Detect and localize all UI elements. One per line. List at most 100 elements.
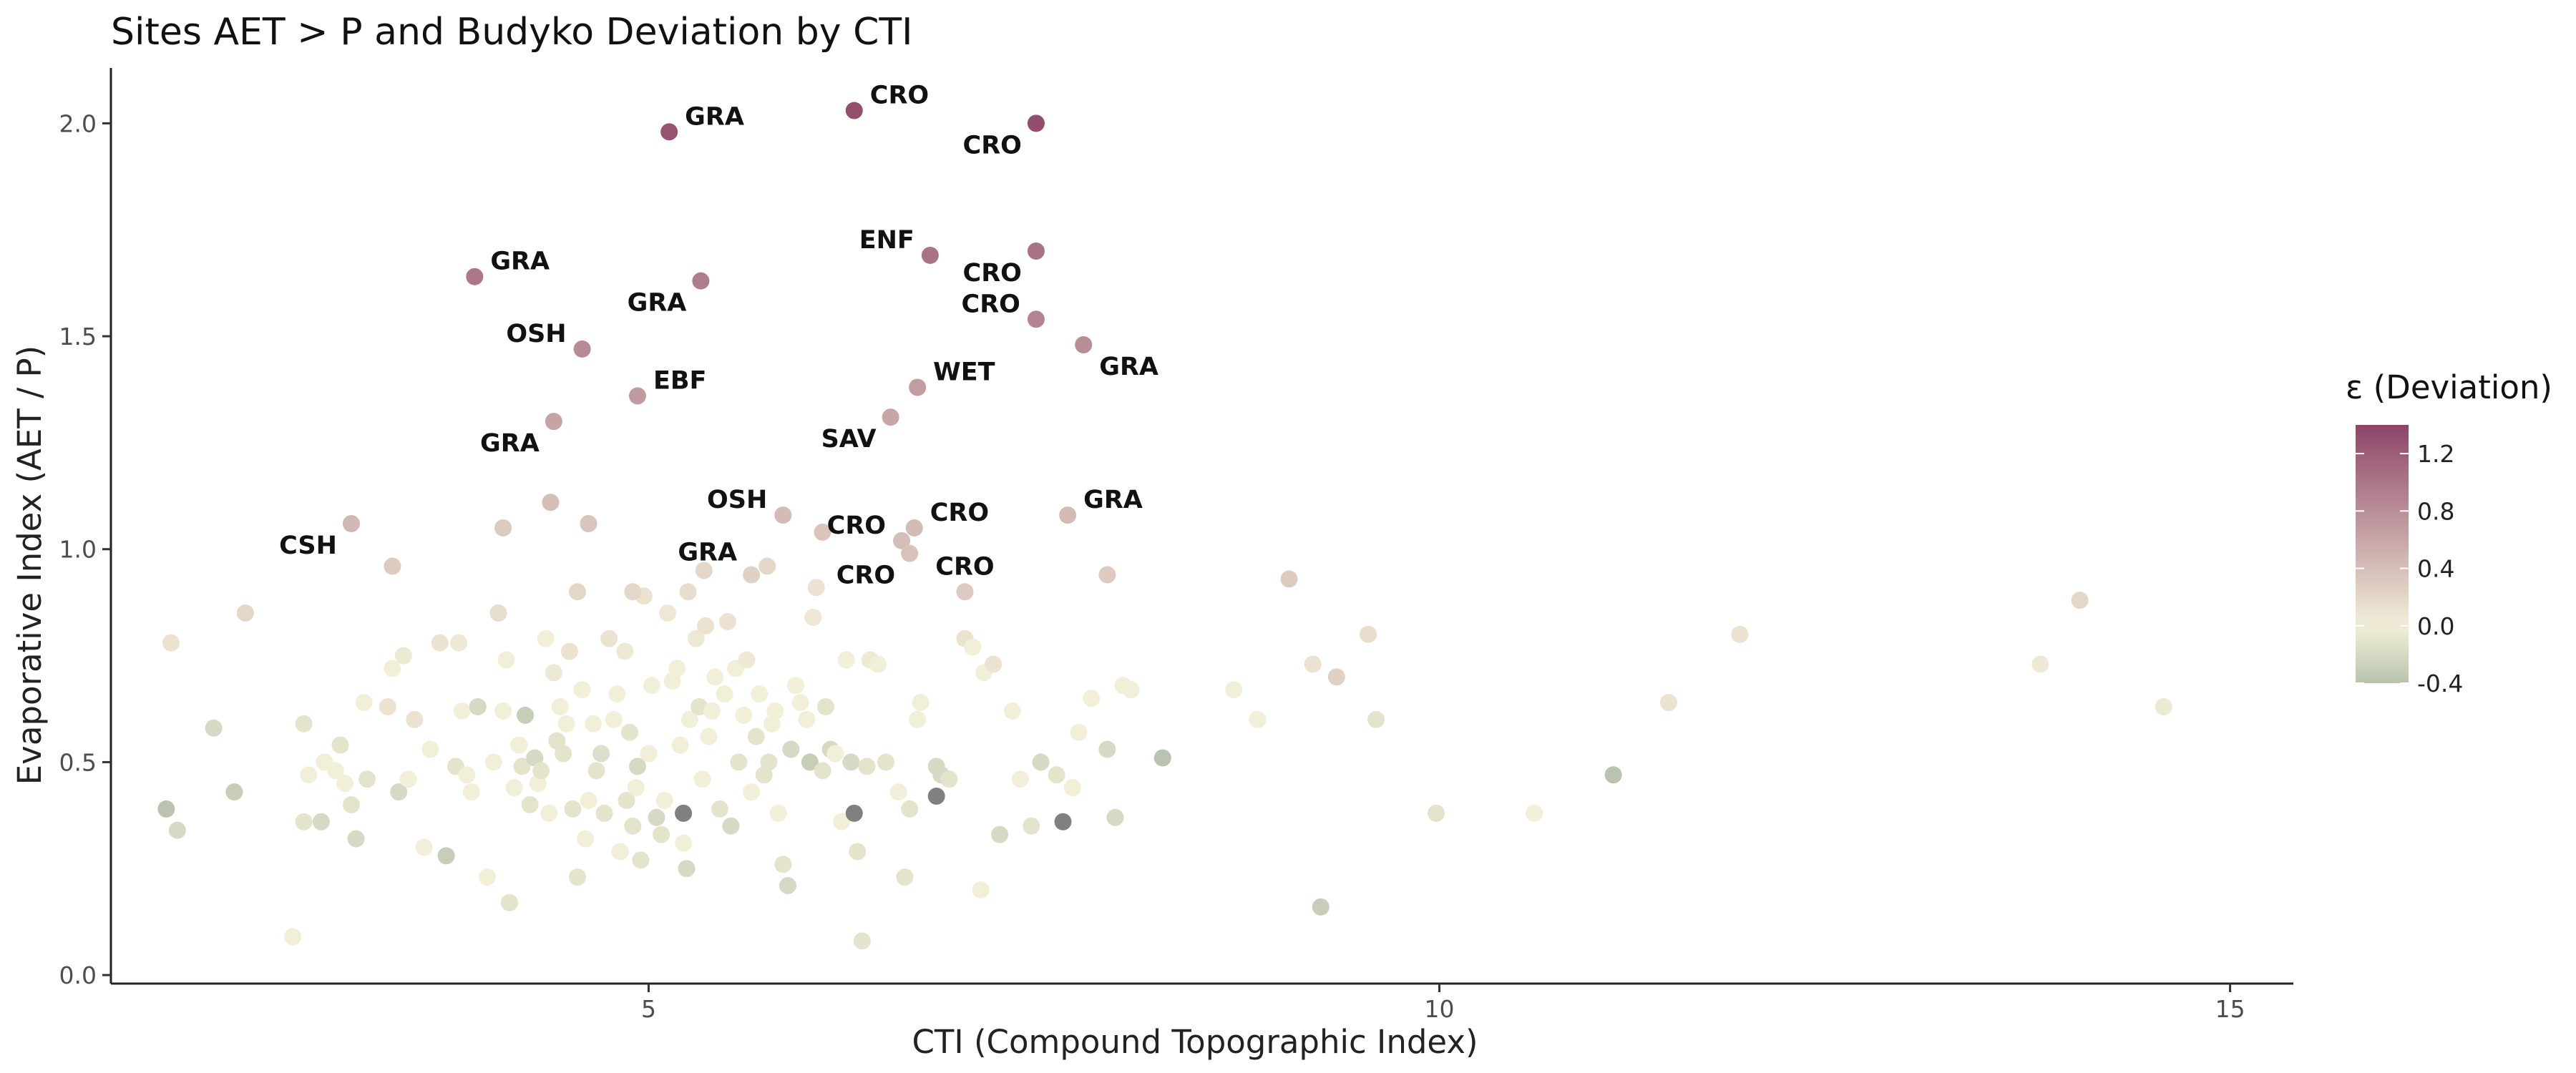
data-point xyxy=(295,715,313,733)
data-point xyxy=(557,715,575,733)
data-point xyxy=(675,834,693,852)
data-point xyxy=(510,736,528,754)
data-point xyxy=(687,629,705,647)
data-point xyxy=(786,677,804,695)
data-point xyxy=(532,762,550,780)
point-label: ENF xyxy=(859,226,914,255)
data-point xyxy=(540,804,558,822)
data-point xyxy=(760,753,778,771)
data-point xyxy=(580,515,597,533)
data-point xyxy=(766,702,784,720)
data-point xyxy=(611,843,629,861)
data-point xyxy=(399,770,417,788)
data-point xyxy=(1122,681,1140,699)
data-point xyxy=(1003,702,1021,720)
point-label: GRA xyxy=(480,429,540,458)
labeled-data-point xyxy=(1059,506,1077,524)
data-point xyxy=(462,783,480,801)
data-point xyxy=(162,634,180,652)
data-point xyxy=(804,609,822,626)
data-point xyxy=(312,813,330,831)
point-label: CRO xyxy=(870,82,929,110)
data-point xyxy=(616,642,634,660)
data-point xyxy=(1032,753,1050,771)
data-point xyxy=(1312,898,1330,916)
labeled-data-point xyxy=(573,340,591,358)
data-point xyxy=(680,710,698,728)
data-point xyxy=(300,766,318,784)
data-point xyxy=(703,702,721,720)
labeled-data-point xyxy=(905,519,923,536)
data-point xyxy=(620,723,638,741)
data-point xyxy=(548,732,566,750)
data-point xyxy=(379,698,396,716)
data-point xyxy=(896,868,914,886)
data-point xyxy=(869,655,887,673)
data-point xyxy=(526,749,544,767)
data-point xyxy=(517,706,535,724)
data-point-missing xyxy=(845,804,863,822)
data-point xyxy=(542,494,560,511)
data-point xyxy=(157,800,175,818)
data-point xyxy=(643,677,660,695)
data-point xyxy=(1367,710,1385,728)
data-point xyxy=(437,847,455,865)
point-label: GRA xyxy=(678,538,737,567)
labeled-data-point xyxy=(628,387,646,405)
data-point xyxy=(679,583,697,601)
legend-colorbar xyxy=(2356,425,2409,683)
data-point xyxy=(853,932,871,950)
data-point xyxy=(537,629,555,647)
data-point xyxy=(655,792,673,809)
point-label: GRA xyxy=(628,289,687,318)
data-point xyxy=(605,710,623,728)
data-point xyxy=(769,804,787,822)
data-point xyxy=(735,706,753,724)
data-point xyxy=(807,579,825,597)
data-point xyxy=(743,783,761,801)
labeled-data-point xyxy=(545,413,562,431)
data-point xyxy=(1106,808,1124,826)
data-point xyxy=(1083,690,1101,707)
data-point xyxy=(336,775,354,793)
data-point xyxy=(545,664,562,682)
y-tick-label: 0.0 xyxy=(59,961,97,989)
labeled-data-point xyxy=(1027,242,1045,260)
data-point xyxy=(1249,710,1267,728)
data-point xyxy=(842,753,860,771)
data-point xyxy=(592,745,610,763)
data-point xyxy=(814,523,831,541)
data-point xyxy=(751,685,769,703)
x-tick-label: 15 xyxy=(2215,995,2245,1023)
legend-title: ε (Deviation) xyxy=(2346,368,2552,406)
data-point xyxy=(505,779,523,797)
data-point xyxy=(168,821,186,839)
data-point xyxy=(722,817,740,835)
data-point xyxy=(225,783,243,801)
data-point xyxy=(648,808,665,826)
data-point xyxy=(415,838,433,856)
point-label: CRO xyxy=(963,131,1022,160)
data-point xyxy=(355,694,373,712)
data-point xyxy=(384,557,401,575)
data-point xyxy=(779,877,796,895)
data-point xyxy=(653,825,670,843)
color-legend: ε (Deviation) 1.2 0.8 0.4 0.0 -0.4 xyxy=(2346,368,2552,697)
data-point xyxy=(774,856,792,873)
data-point xyxy=(1098,740,1116,758)
legend-tick-label: 0.8 xyxy=(2417,497,2454,525)
labeled-data-point xyxy=(893,531,911,549)
data-point xyxy=(2155,698,2172,716)
data-point xyxy=(747,727,765,745)
labeled-data-point xyxy=(921,246,939,264)
data-point xyxy=(730,753,748,771)
point-label: OSH xyxy=(506,320,566,348)
data-point xyxy=(564,800,582,818)
data-point xyxy=(1304,655,1322,673)
data-point xyxy=(909,710,927,728)
x-axis-title: CTI (Compound Topographic Index) xyxy=(912,1023,1478,1061)
data-point xyxy=(889,783,907,801)
data-point xyxy=(632,851,650,869)
point-label: SAV xyxy=(821,425,877,454)
